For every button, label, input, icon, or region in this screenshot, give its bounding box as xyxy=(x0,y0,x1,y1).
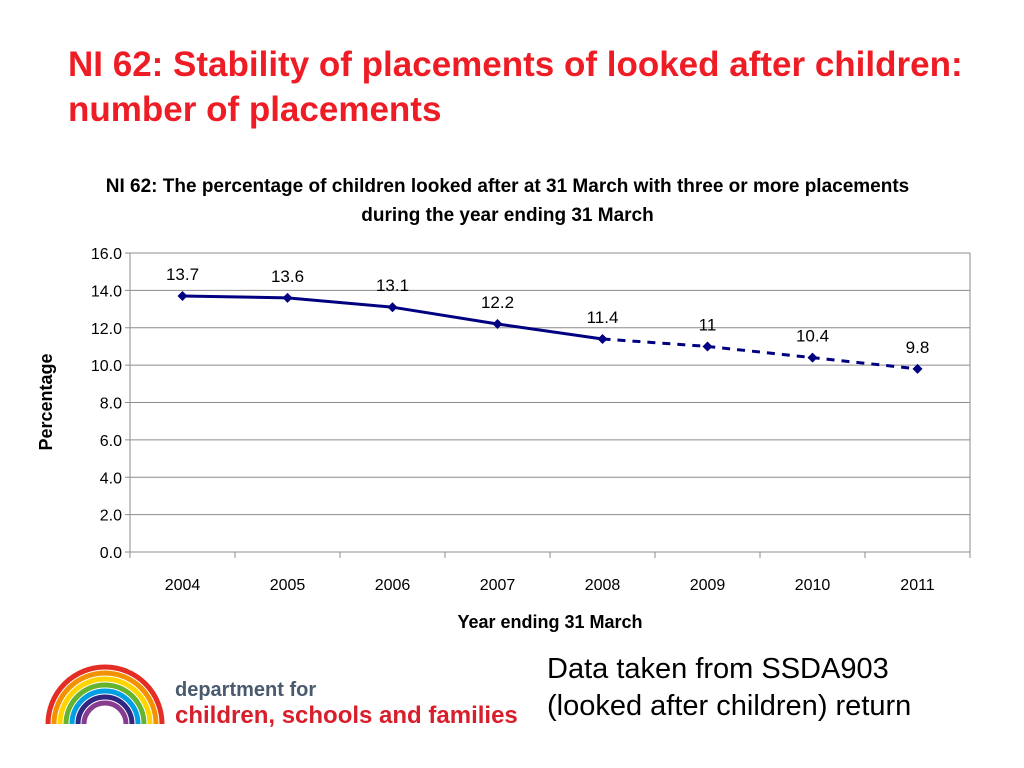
logo-text-line2: children, schools and families xyxy=(175,702,518,729)
data-point-marker xyxy=(912,363,923,374)
x-tick-label: 2008 xyxy=(585,577,621,594)
data-point-marker xyxy=(387,302,398,313)
y-tick-label: 6.0 xyxy=(100,433,122,450)
dcsf-rainbow-logo xyxy=(45,664,165,725)
data-point-marker xyxy=(702,341,713,352)
y-tick-label: 2.0 xyxy=(100,508,122,525)
series-line-projected xyxy=(602,337,918,371)
y-axis-title: Percentage xyxy=(36,353,56,450)
data-label: 9.8 xyxy=(906,338,930,357)
data-label: 12.2 xyxy=(481,293,514,312)
grid-lines xyxy=(130,252,970,516)
y-tick-label: 8.0 xyxy=(100,396,122,413)
data-point-marker xyxy=(597,333,608,344)
data-label: 11 xyxy=(699,315,717,334)
x-axis-ticks: 2004 2005 2006 2007 2008 2009 2010 2011 xyxy=(129,552,971,594)
data-label: 13.1 xyxy=(376,276,409,295)
data-label: 11.4 xyxy=(587,308,619,327)
y-tick-label: 4.0 xyxy=(100,470,122,487)
source-note: Data taken from SSDA903 (looked after ch… xyxy=(547,651,1007,725)
x-tick-label: 2004 xyxy=(165,577,201,594)
line-chart: 0.0 2.0 4.0 6.0 8.0 10.0 12.0 14.0 16.0 2004 2005… xyxy=(36,246,971,632)
source-note-line1: Data taken from SSDA903 xyxy=(547,653,889,685)
y-tick-label: 0.0 xyxy=(100,545,122,562)
x-tick-label: 2005 xyxy=(270,577,306,594)
chart-title: NI 62: The percentage of children looked… xyxy=(105,176,910,226)
x-tick-label: 2011 xyxy=(900,577,935,594)
data-labels: 13.7 13.6 13.1 12.2 11.4 11 10.4 9.8 xyxy=(166,265,929,357)
source-note-line2: (looked after children) return xyxy=(547,690,912,722)
data-point-marker xyxy=(282,292,293,303)
slide-title: NI 62: Stability of placements of looked… xyxy=(68,45,963,129)
y-tick-label: 14.0 xyxy=(91,283,122,300)
x-tick-label: 2006 xyxy=(375,577,411,594)
x-tick-label: 2009 xyxy=(690,577,726,594)
data-markers xyxy=(177,290,923,374)
y-tick-label: 12.0 xyxy=(91,321,122,338)
data-label: 13.6 xyxy=(271,267,304,286)
data-label: 13.7 xyxy=(166,265,199,284)
data-point-marker xyxy=(807,352,818,363)
data-point-marker xyxy=(177,290,188,301)
logo-text-line1: department for xyxy=(175,679,317,701)
data-label: 10.4 xyxy=(796,327,829,346)
y-tick-label: 10.0 xyxy=(91,358,122,375)
x-axis-title: Year ending 31 March xyxy=(457,612,642,632)
x-tick-label: 2007 xyxy=(480,577,516,594)
data-point-marker xyxy=(492,319,503,330)
y-tick-label: 16.0 xyxy=(91,246,122,263)
x-tick-label: 2010 xyxy=(795,577,831,594)
y-axis-ticks: 0.0 2.0 4.0 6.0 8.0 10.0 12.0 14.0 16.0 xyxy=(91,246,130,562)
